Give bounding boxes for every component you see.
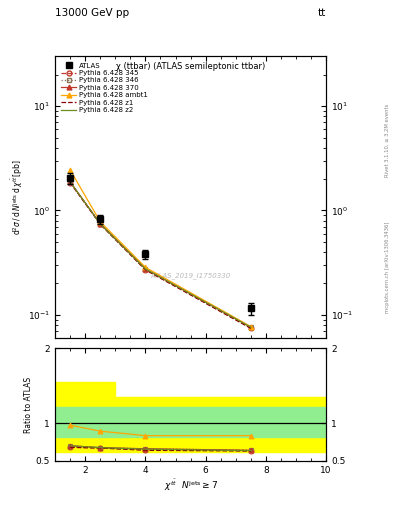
Text: tt: tt [318,8,326,18]
Y-axis label: $\mathrm{d}^2\sigma\,/\,\mathrm{d}\,N^{\mathrm{jets}}\,\mathrm{d}\,\chi^{t\bar{t: $\mathrm{d}^2\sigma\,/\,\mathrm{d}\,N^{\… [9,159,25,235]
Pythia 6.428 345 [143,267,148,273]
Text: mcplots.cern.ch [arXiv:1306.3436]: mcplots.cern.ch [arXiv:1306.3436] [385,222,389,313]
Line: Pythia 6.428 z2: Pythia 6.428 z2 [70,182,251,327]
Line: Pythia 6.428 345: Pythia 6.428 345 [68,180,253,330]
Pythia 6.428 346 [143,266,148,272]
Pythia 6.428 346 [68,179,72,185]
Pythia 6.428 z1 [98,221,103,227]
Pythia 6.428 370 [98,221,103,227]
Pythia 6.428 346 [98,221,103,227]
Pythia 6.428 z1 [248,325,253,331]
Pythia 6.428 370 [68,179,72,185]
Pythia 6.428 370 [248,324,253,330]
Pythia 6.428 370 [143,266,148,272]
Pythia 6.428 345 [68,180,72,186]
Pythia 6.428 z1 [68,179,72,185]
Line: Pythia 6.428 z1: Pythia 6.428 z1 [70,182,251,328]
Line: Pythia 6.428 370: Pythia 6.428 370 [68,179,253,330]
Pythia 6.428 z2 [68,179,72,185]
Pythia 6.428 z2 [143,266,148,272]
X-axis label: $\chi^{t\bar{t}}$  $N^{\mathrm{jets}} \geq 7$: $\chi^{t\bar{t}}$ $N^{\mathrm{jets}} \ge… [163,477,218,493]
Pythia 6.428 ambt1 [248,324,253,330]
Line: Pythia 6.428 346: Pythia 6.428 346 [68,180,253,330]
Text: Rivet 3.1.10, ≥ 3.2M events: Rivet 3.1.10, ≥ 3.2M events [385,104,389,178]
Pythia 6.428 ambt1 [68,167,72,173]
Text: 13000 GeV pp: 13000 GeV pp [55,8,129,18]
Pythia 6.428 z2 [248,324,253,330]
Pythia 6.428 345 [98,221,103,227]
Pythia 6.428 ambt1 [98,219,103,225]
Pythia 6.428 345 [248,325,253,331]
Line: Pythia 6.428 ambt1: Pythia 6.428 ambt1 [68,167,253,329]
Pythia 6.428 z1 [143,267,148,273]
Y-axis label: Ratio to ATLAS: Ratio to ATLAS [24,376,33,433]
Text: ATLAS_2019_I1750330: ATLAS_2019_I1750330 [151,272,231,280]
Pythia 6.428 z2 [98,221,103,227]
Legend: ATLAS, Pythia 6.428 345, Pythia 6.428 346, Pythia 6.428 370, Pythia 6.428 ambt1,: ATLAS, Pythia 6.428 345, Pythia 6.428 34… [61,62,148,113]
Text: χ (ttbar) (ATLAS semileptonic ttbar): χ (ttbar) (ATLAS semileptonic ttbar) [116,62,265,71]
Pythia 6.428 346 [248,324,253,330]
Pythia 6.428 ambt1 [143,264,148,270]
